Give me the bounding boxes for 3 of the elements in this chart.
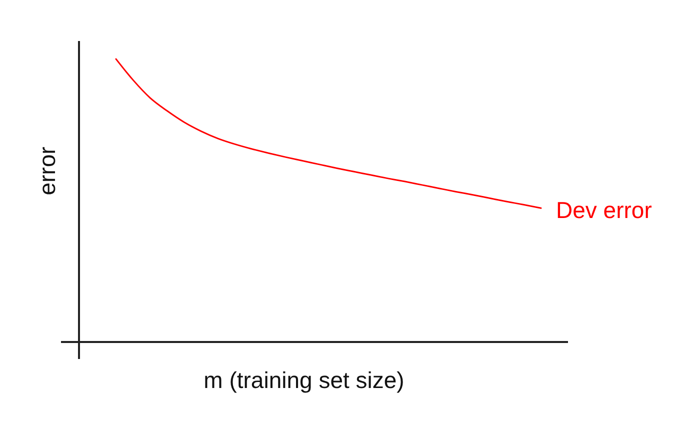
- x-axis-title: m (training set size): [204, 367, 404, 393]
- y-axis-title: error: [34, 146, 60, 196]
- series-label: Dev error: [556, 197, 652, 224]
